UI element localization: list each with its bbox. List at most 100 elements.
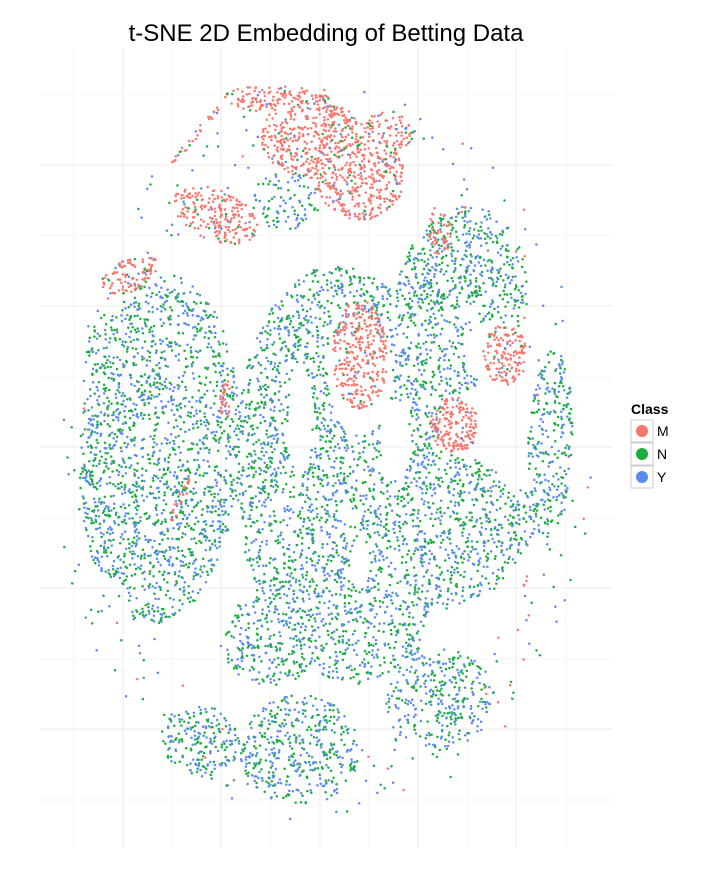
point-class-n [179,469,183,472]
point-class-n [438,347,442,351]
point-class-y [288,574,292,578]
point-class-y [540,427,544,431]
point-class-n [260,393,263,396]
point-class-y [427,282,431,286]
point-class-n [272,771,275,774]
point-class-n [459,712,462,716]
point-class-y [279,327,282,331]
point-class-y [423,537,426,541]
point-class-n [228,393,232,397]
point-class-n [169,488,173,491]
point-class-y [431,460,435,463]
point-class-y [132,301,136,305]
point-class-n [441,480,444,484]
point-class-y [365,589,369,592]
point-class-y [117,413,121,416]
point-class-y [167,748,170,751]
point-class-n [178,720,182,723]
point-class-y [416,301,420,304]
point-class-y [254,453,257,456]
point-class-n [301,609,304,613]
point-class-n [107,538,111,542]
point-class-y [147,586,151,589]
point-class-n [364,460,368,464]
point-class-n [544,365,547,369]
point-class-y [207,302,210,306]
point-class-n [472,585,476,589]
point-class-n [89,451,93,454]
point-class-n [164,742,167,745]
point-class-y [178,570,181,573]
point-class-y [268,424,272,428]
point-class-y [250,720,253,724]
point-class-y [174,583,177,587]
point-class-y [564,496,568,499]
point-class-n [467,229,471,233]
point-class-n [472,377,476,381]
point-class-y [347,620,350,624]
point-class-y [156,307,159,311]
point-class-y [184,302,188,305]
point-class-y [406,260,409,263]
point-class-n [309,357,312,360]
point-class-n [157,393,161,396]
point-class-n [358,590,361,594]
point-class-y [466,221,469,224]
point-class-y [178,414,181,418]
point-class-n [101,511,105,514]
point-class-n [279,196,283,199]
point-class-n [405,336,409,339]
point-class-n [109,551,113,554]
point-class-n [458,391,461,394]
point-class-n [326,558,330,562]
point-class-n [205,301,208,304]
point-class-n [415,443,418,446]
point-class-y [116,407,120,411]
point-class-y [481,707,484,710]
point-class-n [366,532,370,536]
point-class-n [199,531,203,535]
point-class-n [300,652,304,656]
point-class-n [340,285,344,289]
point-class-n [408,633,412,636]
point-class-n [474,277,478,280]
point-class-n [179,277,183,280]
point-class-n [437,358,441,362]
point-class-n [213,469,217,472]
point-class-n [264,644,267,648]
point-class-n [417,525,420,528]
point-class-y [258,544,262,548]
point-class-n [287,652,291,656]
point-class-y [321,469,325,472]
point-class-n [301,308,305,312]
point-class-y [338,482,342,485]
point-class-y [324,728,328,731]
point-class-y [416,462,420,466]
point-class-y [344,547,347,551]
point-class-n [440,350,444,353]
point-class-n [546,535,549,539]
point-class-y [385,556,389,560]
point-class-n [418,435,422,438]
point-class-y [548,486,551,489]
point-class-y [480,221,483,224]
point-class-n [456,571,460,574]
point-class-y [279,348,282,352]
point-class-n [260,768,263,771]
point-class-y [349,291,352,294]
point-class-y [376,648,380,651]
point-class-n [508,514,512,517]
point-class-y [190,736,193,740]
point-class-y [543,508,547,511]
point-class-y [271,740,274,744]
point-class-y [179,564,183,568]
point-class-y [334,481,337,485]
point-class-n [512,494,516,498]
point-class-n [352,618,355,622]
point-class-n [458,738,461,741]
point-class-y [244,628,248,632]
point-class-y [151,585,154,588]
point-class-n [88,459,91,463]
point-class-n [253,646,256,649]
point-class-y [420,373,423,376]
